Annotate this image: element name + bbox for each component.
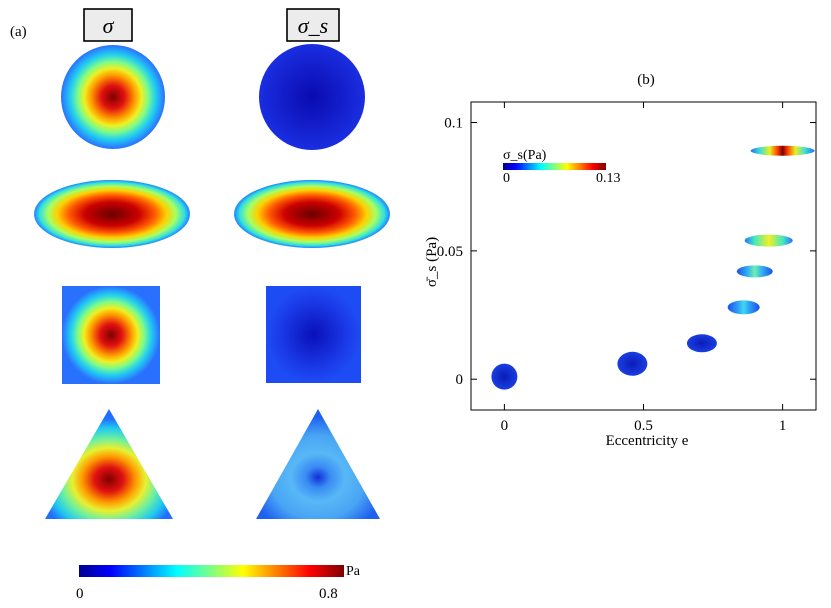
y-axis-label: σ̄_s (Pa) [424, 237, 440, 287]
triangle-sigma-s-map [256, 409, 380, 519]
scatter-point [736, 265, 773, 278]
ellipse-sigma-map [34, 180, 190, 248]
y-tick-label: 0 [456, 372, 464, 388]
x-tick-label: 0.5 [634, 418, 653, 434]
scatter-point [491, 363, 518, 390]
sigma-header: σ [103, 13, 115, 38]
colorbar-a-min: 0 [76, 586, 84, 602]
sigma-s-header: σ_s [298, 13, 328, 38]
scatter-point [617, 351, 648, 376]
x-axis-label: Eccentricity e [606, 433, 689, 449]
scatter-point [727, 300, 760, 315]
ellipse-sigma-s-map [234, 180, 390, 248]
triangle-sigma-map [45, 409, 173, 519]
inset-colorbar-max: 0.13 [596, 171, 621, 186]
colorbar-a [79, 565, 344, 577]
circle-sigma-s-map [259, 44, 365, 150]
colorbar-a-max: 0.8 [319, 586, 338, 602]
inset-colorbar-title: σ_s(Pa) [503, 148, 547, 163]
sigma-header-box [83, 8, 133, 42]
colorbar-a-unit: Pa [346, 564, 361, 579]
square-sigma-s-map [266, 286, 361, 383]
scatter-points [491, 145, 815, 390]
y-tick-label: 0.1 [444, 116, 463, 132]
panel-b-label: (b) [637, 72, 655, 88]
scatter-point [750, 145, 815, 156]
sigma-s-header-box [286, 8, 340, 42]
axis-tick-labels: 0 0.5 1 0 0.05 0.1 [437, 116, 787, 434]
inset-colorbar [503, 163, 606, 170]
x-tick-label: 1 [779, 418, 787, 434]
inset-colorbar-min: 0 [503, 171, 510, 186]
scatter-point [686, 334, 717, 353]
scatter-point [744, 234, 793, 247]
axis-ticks [471, 102, 816, 410]
x-tick-label: 0 [501, 418, 509, 434]
circle-sigma-map [61, 45, 165, 149]
panel-a-label: (a) [10, 24, 27, 40]
square-sigma-map [62, 286, 160, 384]
y-tick-label: 0.05 [437, 244, 463, 260]
